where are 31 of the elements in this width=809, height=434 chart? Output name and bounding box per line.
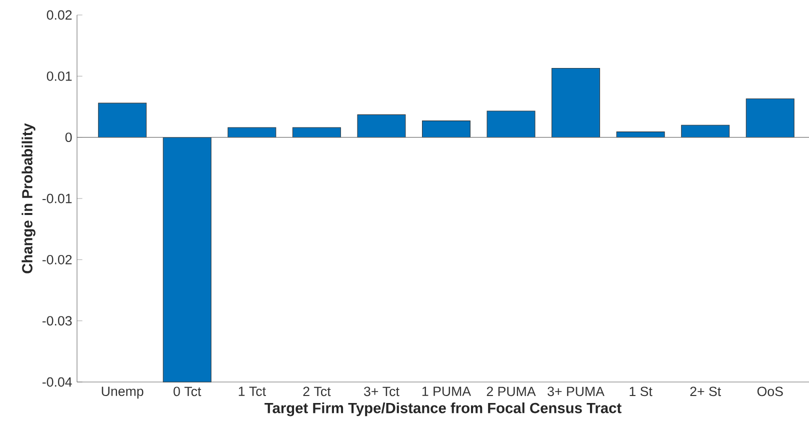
x-tick-label: 2+ St — [690, 386, 722, 396]
bar — [486, 110, 536, 138]
x-tick-label: Unemp — [102, 386, 144, 399]
x-tick-label: OoS — [757, 386, 783, 396]
x-tick-label: 1 Tct — [238, 386, 266, 396]
y-tick-label: -0.02 — [42, 254, 72, 264]
y-tick-label: 0.01 — [46, 71, 72, 81]
bar — [98, 102, 147, 138]
x-tick-label: 0 Tct — [174, 386, 202, 396]
x-tick-label: 2 PUMA — [486, 386, 536, 396]
bar — [357, 114, 406, 138]
x-tick-label: 1 PUMA — [422, 386, 472, 396]
y-axis-title: Change in Probability — [22, 123, 36, 274]
x-tick-label: 2 Tct — [303, 386, 331, 396]
y-tick-label: -0.01 — [42, 194, 72, 204]
bar — [552, 68, 600, 138]
bar — [681, 124, 730, 138]
y-tick-label: -0.04 — [42, 377, 72, 387]
bar — [616, 132, 665, 138]
y-tick-label: 0.02 — [46, 10, 72, 20]
bar — [292, 127, 341, 138]
x-tick-label: 3+ Tct — [364, 386, 400, 396]
x-tick-label: 3+ PUMA — [548, 386, 604, 396]
y-tick-label: -0.03 — [42, 316, 72, 326]
bar — [422, 120, 470, 138]
bar — [746, 98, 794, 138]
bar — [228, 127, 276, 138]
x-axis-title: Target Firm Type/Distance from Focal Census Tract — [264, 402, 622, 416]
y-tick-label: 0 — [65, 132, 72, 142]
bar — [162, 137, 212, 382]
x-tick-label: 1 St — [630, 386, 652, 396]
